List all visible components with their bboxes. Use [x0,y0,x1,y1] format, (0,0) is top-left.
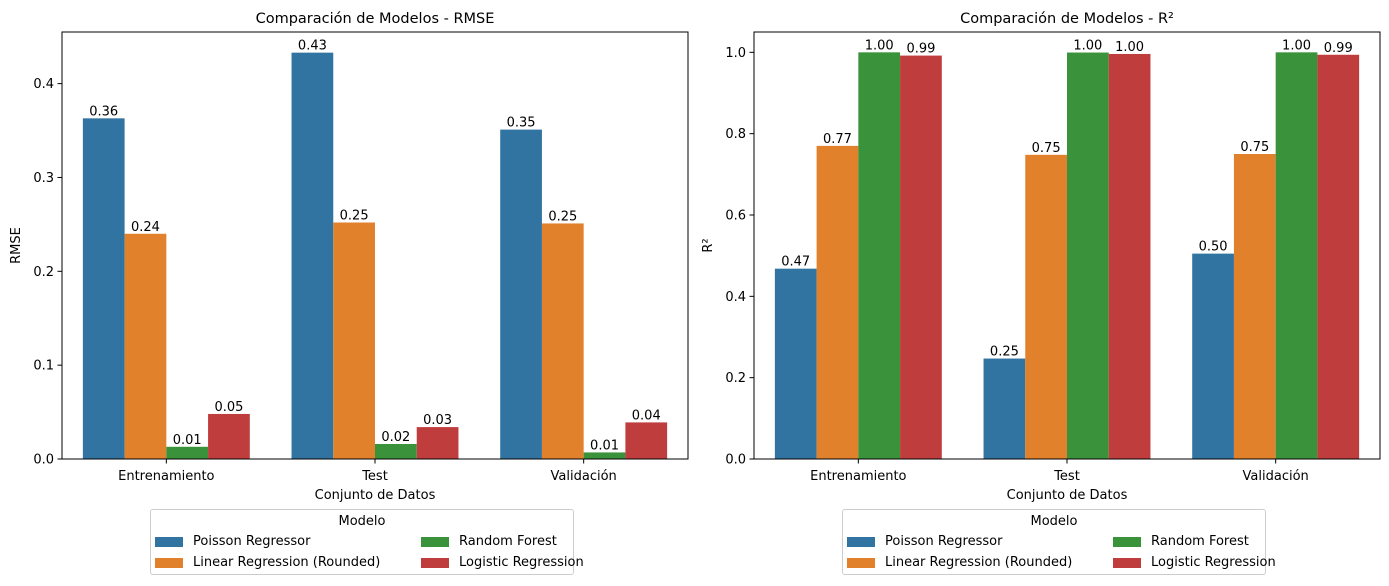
legend-title: Modelo [338,514,386,529]
data-label: 0.02 [381,430,410,445]
bar-0-3-1 [416,427,459,459]
bar-0-1-1 [333,222,375,459]
y-tick-label: 0.2 [725,371,746,386]
data-label: 1.00 [865,38,894,53]
x-tick-label: Validación [1243,469,1309,484]
data-label: 0.01 [590,438,619,453]
legend-swatch [847,537,875,547]
data-label: 0.35 [507,116,536,131]
chart-title: Comparación de Modelos - R² [960,11,1174,27]
data-label: 0.47 [781,255,810,270]
data-label: 0.50 [1199,240,1228,255]
x-tick-label: Test [361,469,388,484]
bar-0-3-2 [625,422,668,459]
data-label: 0.75 [1032,141,1061,156]
bar-1-1-2 [1233,154,1276,459]
bar-1-3-0 [900,55,942,459]
bar-1-2-1 [1067,52,1109,459]
bar-1-0-1 [983,358,1026,459]
bar-0-3-0 [208,413,250,459]
legend-label: Random Forest [459,534,557,549]
y-axis-label: RMSE [9,227,24,264]
bar-1-3-1 [1108,53,1151,460]
y-tick-label: 0.1 [33,359,54,374]
bar-1-1-0 [816,145,859,459]
y-tick-label: 0.3 [33,171,54,186]
legend-label: Linear Regression (Rounded) [193,555,381,570]
bar-0-0-2 [500,129,542,459]
legend-label: Logistic Regression [459,555,584,570]
bar-1-1-1 [1025,154,1067,459]
legend-rmse: Modelo Poisson Regressor Linear Regression… [150,509,584,575]
legend-r2: Modelo Poisson Regressor Linear Regression… [842,509,1276,575]
bar-0-0-0 [82,118,125,459]
data-label: 0.01 [173,433,202,448]
y-tick-label: 0.8 [725,127,746,142]
data-label: 1.00 [1115,40,1144,55]
chart-panel-1: Comparación de Modelos - R² 0.47 0.25 0.50 0… [701,11,1381,503]
bar-1-2-2 [1275,52,1318,459]
bar-0-1-2 [541,223,584,459]
data-label: 0.77 [823,132,852,147]
legend-swatch [847,558,875,568]
x-axis-label: Conjunto de Datos [1007,488,1128,503]
x-tick-label: Test [1053,469,1080,484]
data-label: 0.24 [131,220,160,235]
legend-title: Modelo [1030,514,1078,529]
chart-title: Comparación de Modelos - RMSE [256,11,495,27]
data-label: 0.99 [1324,41,1353,56]
legend-label: Poisson Regressor [193,534,311,549]
y-tick-label: 0.6 [725,209,746,224]
legend-swatch [1113,537,1141,547]
legend-label: Poisson Regressor [885,534,1003,549]
legend-label: Linear Regression (Rounded) [885,555,1073,570]
bar-1-2-0 [858,52,901,459]
legend-swatch [421,558,449,568]
legend-label: Logistic Regression [1151,555,1276,570]
bar-1-3-2 [1317,54,1360,459]
bar-1-0-2 [1192,253,1234,459]
data-label: 0.03 [423,413,452,428]
data-label: 0.25 [548,209,577,224]
legend-label: Random Forest [1151,534,1249,549]
data-label: 0.25 [990,345,1019,360]
bar-0-2-0 [166,446,209,459]
data-label: 0.25 [340,209,369,224]
x-axis-label: Conjunto de Datos [315,488,436,503]
data-label: 0.04 [632,408,661,423]
data-label: 1.00 [1073,39,1102,54]
bar-1-0-0 [774,268,817,459]
y-tick-label: 1.0 [725,46,746,61]
data-label: 0.36 [89,104,118,119]
legend-swatch [155,558,183,568]
x-tick-label: Entrenamiento [810,469,906,484]
data-label: 0.05 [214,400,243,415]
y-tick-label: 0.4 [725,290,746,305]
legend-swatch [421,537,449,547]
y-tick-label: 0.0 [33,453,54,468]
x-tick-label: Validación [551,469,617,484]
y-tick-label: 0.4 [33,77,54,92]
y-tick-label: 0.0 [725,453,746,468]
bar-0-2-2 [583,452,626,459]
legend-swatch [1113,558,1141,568]
x-tick-label: Entrenamiento [118,469,214,484]
legend-swatch [155,537,183,547]
data-label: 0.99 [906,42,935,57]
bar-0-1-0 [124,233,167,459]
bar-0-0-1 [291,52,334,460]
y-tick-label: 0.2 [33,265,54,280]
bar-0-2-1 [375,443,417,459]
y-axis-label: R² [701,238,716,252]
data-label: 0.43 [298,39,327,54]
data-label: 1.00 [1282,38,1311,53]
chart-panel-0: Comparación de Modelos - RMSE 0.36 0.43 0.3… [9,11,689,503]
data-label: 0.75 [1240,140,1269,155]
